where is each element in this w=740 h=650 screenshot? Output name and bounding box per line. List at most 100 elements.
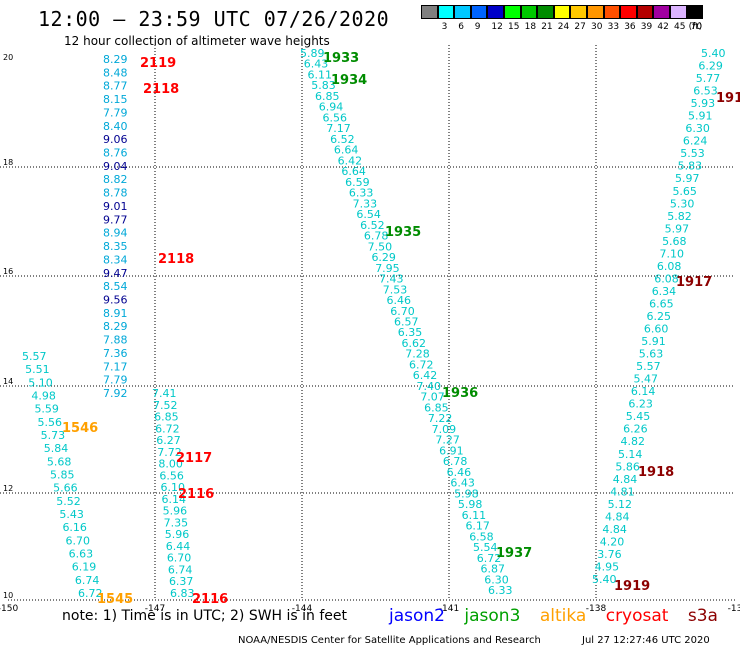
legend-jason3: jason3 bbox=[464, 606, 521, 626]
wave-height-value: 5.52 bbox=[56, 495, 81, 508]
color-swatch bbox=[669, 5, 687, 19]
wave-height-value: 6.78 bbox=[443, 455, 468, 468]
color-swatch bbox=[686, 5, 704, 19]
wave-height-value: 9.56 bbox=[103, 293, 128, 306]
wave-height-value: 6.46 bbox=[447, 466, 472, 479]
wave-height-value: 5.40 bbox=[701, 47, 726, 60]
wave-height-value: 7.22 bbox=[428, 412, 453, 425]
color-scale-label: 39 bbox=[640, 22, 653, 32]
wave-height-value: 7.27 bbox=[435, 434, 460, 447]
wave-height-value: 8.54 bbox=[103, 280, 128, 293]
y-tick-label: 10 bbox=[3, 591, 13, 600]
wave-height-value: 7.10 bbox=[659, 247, 684, 260]
color-swatch bbox=[454, 5, 471, 19]
wave-height-value: 8.91 bbox=[103, 307, 128, 320]
wave-height-value: 6.64 bbox=[341, 165, 366, 178]
pass-time-label: 1919 bbox=[614, 579, 650, 594]
wave-height-value: 5.73 bbox=[41, 429, 66, 442]
color-swatch bbox=[620, 5, 637, 19]
x-tick-label: -13 bbox=[728, 604, 740, 614]
wave-height-value: 4.81 bbox=[610, 485, 635, 498]
axis-labels: -150 -147 -144 -141 -138 -13 20 18 16 14 12 10 bbox=[0, 53, 740, 614]
wave-height-value: 5.40 bbox=[592, 573, 617, 586]
wave-height-value: 6.52 bbox=[330, 133, 355, 146]
wave-height-value: 6.42 bbox=[413, 369, 438, 382]
legend-cryosat: cryosat bbox=[605, 606, 669, 626]
pass-time-label: 2119 bbox=[140, 56, 176, 71]
wave-height-value: 5.56 bbox=[38, 416, 63, 429]
wave-height-value: 5.63 bbox=[639, 348, 664, 361]
wave-height-value: 6.14 bbox=[162, 493, 187, 506]
wave-height-value: 5.66 bbox=[53, 482, 78, 495]
wave-height-value: 5.68 bbox=[662, 235, 687, 248]
wave-height-value: 6.70 bbox=[167, 552, 192, 565]
color-scale-label: 3 bbox=[441, 22, 448, 32]
wave-height-value: 6.37 bbox=[169, 575, 194, 588]
wave-height-value: 9.01 bbox=[103, 200, 128, 213]
color-swatch bbox=[653, 5, 670, 19]
wave-height-value: 6.08 bbox=[654, 272, 679, 285]
wave-height-value: 7.28 bbox=[405, 348, 430, 361]
wave-height-value: 8.34 bbox=[103, 253, 128, 266]
wave-height-value: 6.60 bbox=[644, 323, 669, 336]
wave-height-value: 6.10 bbox=[160, 481, 185, 494]
color-scale-label: 45 bbox=[674, 22, 686, 32]
x-tick-label: -147 bbox=[145, 604, 165, 614]
wave-height-value: 4.82 bbox=[621, 435, 646, 448]
wave-height-value: 6.63 bbox=[69, 548, 94, 561]
wave-height-value: 6.26 bbox=[623, 423, 648, 436]
wave-height-value: 6.56 bbox=[323, 111, 348, 124]
wave-height-value: 5.47 bbox=[634, 373, 659, 386]
wave-height-value: 8.82 bbox=[103, 173, 128, 186]
wave-height-value: 6.72 bbox=[477, 552, 502, 565]
footer-timestamp: Jul 27 12:27:46 UTC 2020 bbox=[582, 635, 710, 646]
color-scale-label: 21 bbox=[541, 22, 553, 32]
wave-height-value: 6.91 bbox=[439, 444, 464, 457]
wave-height-value: 5.30 bbox=[670, 197, 695, 210]
y-tick-label: 14 bbox=[3, 377, 13, 386]
wave-height-value: 5.54 bbox=[473, 541, 498, 554]
wave-height-value: 7.33 bbox=[353, 197, 378, 210]
wave-height-value: 6.74 bbox=[168, 563, 193, 576]
x-tick-label: -138 bbox=[586, 604, 607, 614]
wave-height-value: 4.95 bbox=[595, 560, 620, 573]
wave-height-value: 6.08 bbox=[657, 260, 682, 273]
wave-height-value: 5.10 bbox=[28, 376, 53, 389]
color-scale-label: 15 bbox=[508, 22, 520, 32]
wave-height-value: 8.15 bbox=[103, 93, 128, 106]
wave-height-value: 5.97 bbox=[675, 172, 700, 185]
pass-time-label: 2118 bbox=[143, 82, 179, 97]
wave-height-value: 6.94 bbox=[319, 101, 344, 114]
wave-height-value: 4.84 bbox=[602, 523, 627, 536]
wave-height-value: 6.53 bbox=[693, 85, 718, 98]
pass-time-label: 1935 bbox=[385, 225, 421, 240]
wave-height-value: 5.83 bbox=[311, 79, 336, 92]
wave-height-value: 6.19 bbox=[72, 561, 97, 574]
x-tick-label: -150 bbox=[0, 604, 18, 614]
wave-height-value: 9.04 bbox=[103, 160, 128, 173]
wave-height-value: 6.70 bbox=[390, 305, 415, 318]
color-swatch bbox=[553, 5, 571, 19]
wave-height-value: 6.27 bbox=[156, 434, 181, 447]
wave-height-value: 5.68 bbox=[47, 455, 71, 468]
wave-height-value: 7.36 bbox=[103, 347, 128, 360]
pass-time-label: 1933 bbox=[323, 51, 359, 66]
color-scale bbox=[421, 5, 704, 21]
wave-height-value: 6.85 bbox=[424, 401, 449, 414]
wave-height-value: 6.58 bbox=[469, 530, 494, 543]
color-scale-label: 30 bbox=[591, 22, 603, 32]
wave-height-value: 6.87 bbox=[480, 563, 505, 576]
footer-credit: NOAA/NESDIS Center for Satellite Applica… bbox=[238, 635, 541, 646]
wave-height-value: 5.14 bbox=[618, 448, 643, 461]
wave-height-value: 6.56 bbox=[159, 469, 184, 482]
wave-height-value: 5.98 bbox=[458, 498, 483, 511]
wave-height-value: 6.74 bbox=[75, 574, 100, 587]
color-scale-label: 12 bbox=[491, 22, 503, 32]
wave-height-value: 6.62 bbox=[402, 337, 427, 350]
wave-height-value: 7.95 bbox=[375, 262, 400, 275]
wave-height-value: 5.91 bbox=[688, 110, 713, 123]
color-swatch bbox=[570, 5, 587, 19]
wave-height-value: 4.84 bbox=[613, 473, 638, 486]
wave-height-value: 6.34 bbox=[652, 285, 677, 298]
y-tick-label: 18 bbox=[3, 158, 13, 167]
